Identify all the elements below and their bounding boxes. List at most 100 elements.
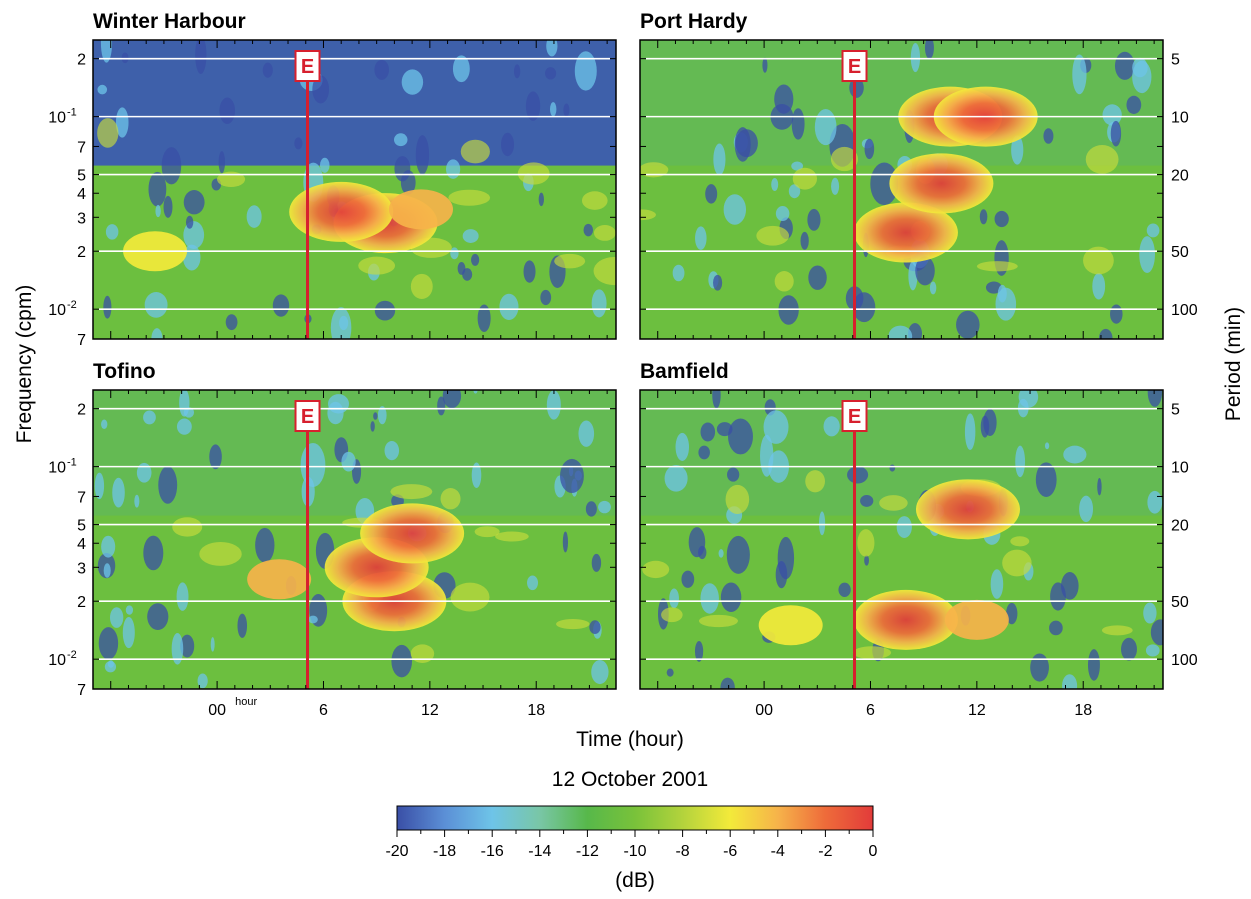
field-speckle	[583, 223, 594, 237]
field-speckle	[589, 620, 601, 635]
field-speckle	[838, 582, 851, 597]
field-patch	[216, 171, 246, 187]
field-patch	[879, 495, 908, 511]
field-speckle	[720, 677, 735, 689]
field-speckle	[800, 231, 809, 250]
field-speckle	[735, 129, 758, 158]
field-patch	[725, 484, 750, 514]
field-speckle	[1030, 653, 1049, 682]
field-patch	[661, 607, 683, 623]
field-speckle	[814, 108, 837, 146]
field-speckle	[218, 151, 226, 174]
event-marker-label: E	[848, 56, 861, 78]
spectrogram-field	[640, 390, 1163, 689]
colorbar-tick-label: -12	[576, 843, 599, 860]
freq-tick-label: 2	[77, 244, 86, 261]
field-speckle	[1147, 490, 1163, 514]
time-tick-label: 18	[527, 702, 545, 719]
field-speckle	[700, 583, 719, 614]
energy-hotspot	[247, 559, 312, 600]
time-tick-label: 18	[1074, 702, 1092, 719]
field-speckle	[115, 107, 129, 138]
field-speckle	[718, 549, 724, 558]
field-speckle	[98, 627, 119, 660]
field-speckle	[695, 226, 707, 250]
field-speckle	[864, 555, 869, 566]
field-speckle	[1143, 602, 1157, 624]
energy-hotspot	[758, 605, 823, 646]
field-speckle	[980, 415, 990, 438]
field-patch	[199, 542, 242, 566]
colorbar-tick-label: -16	[481, 843, 504, 860]
x-axis-label: Time (hour)	[576, 728, 684, 751]
field-speckle	[979, 209, 988, 225]
field-speckle	[929, 281, 937, 295]
field-speckle	[664, 465, 688, 492]
field-speckle	[1102, 104, 1122, 126]
colorbar-tick-label: -18	[433, 843, 456, 860]
field-speckle	[452, 55, 470, 83]
field-speckle	[560, 458, 584, 493]
field-speckle	[246, 205, 262, 228]
field-speckle	[384, 440, 400, 461]
field-speckle	[112, 477, 125, 508]
field-speckle	[462, 268, 473, 281]
field-speckle	[136, 462, 152, 483]
field-patch	[450, 582, 490, 612]
field-speckle	[807, 208, 821, 231]
period-tick-label: 100	[1171, 652, 1198, 669]
field-speckle	[908, 261, 918, 291]
field-speckle	[210, 637, 215, 652]
field-patch	[474, 526, 500, 538]
field-speckle	[122, 616, 135, 649]
field-speckle	[219, 97, 236, 124]
field-speckle	[393, 133, 408, 147]
field-speckle	[808, 265, 827, 290]
energy-hotspot	[853, 202, 958, 263]
freq-tick-label: 2	[77, 402, 86, 419]
event-marker-label: E	[848, 406, 861, 428]
field-speckle	[713, 143, 726, 176]
field-speckle	[870, 162, 899, 206]
field-speckle	[312, 75, 330, 104]
event-marker-box	[294, 50, 321, 82]
field-speckle	[720, 582, 742, 613]
field-speckle	[705, 184, 718, 204]
field-speckle	[374, 59, 389, 80]
field-speckle	[546, 40, 558, 57]
freq-tick-label: 4	[77, 186, 86, 203]
field-speckle	[777, 536, 795, 580]
field-speckle	[831, 177, 840, 195]
field-patch	[593, 257, 616, 286]
field-patch	[1101, 625, 1133, 636]
panel-title: Winter Harbour	[93, 10, 246, 33]
field-speckle	[197, 673, 208, 689]
field-speckle	[1006, 602, 1018, 625]
time-tick-label: 6	[319, 702, 328, 719]
time-tick-label: 12	[421, 702, 439, 719]
field-speckle	[394, 156, 411, 182]
energy-hotspot	[944, 599, 1009, 640]
energy-hotspot	[388, 189, 453, 230]
field-patch	[495, 531, 529, 542]
field-speckle	[237, 613, 248, 638]
field-speckle	[415, 135, 430, 175]
colorbar-tick-label: -14	[528, 843, 551, 860]
field-speckle	[860, 495, 874, 507]
field-speckle	[910, 42, 921, 73]
field-speckle	[1011, 135, 1024, 165]
field-patch	[556, 618, 590, 630]
period-tick-label: 20	[1171, 518, 1189, 535]
freq-tick-exponent: -1	[67, 107, 77, 119]
time-unit-label: hour	[235, 696, 257, 708]
field-speckle	[727, 467, 740, 482]
field-speckle	[997, 284, 1007, 303]
field-speckle	[513, 64, 521, 79]
field-speckle	[549, 102, 557, 117]
y-left-axis-label: Frequency (cpm)	[13, 285, 36, 444]
field-patch	[410, 273, 433, 300]
field-speckle	[109, 607, 124, 628]
field-speckle	[501, 132, 515, 157]
